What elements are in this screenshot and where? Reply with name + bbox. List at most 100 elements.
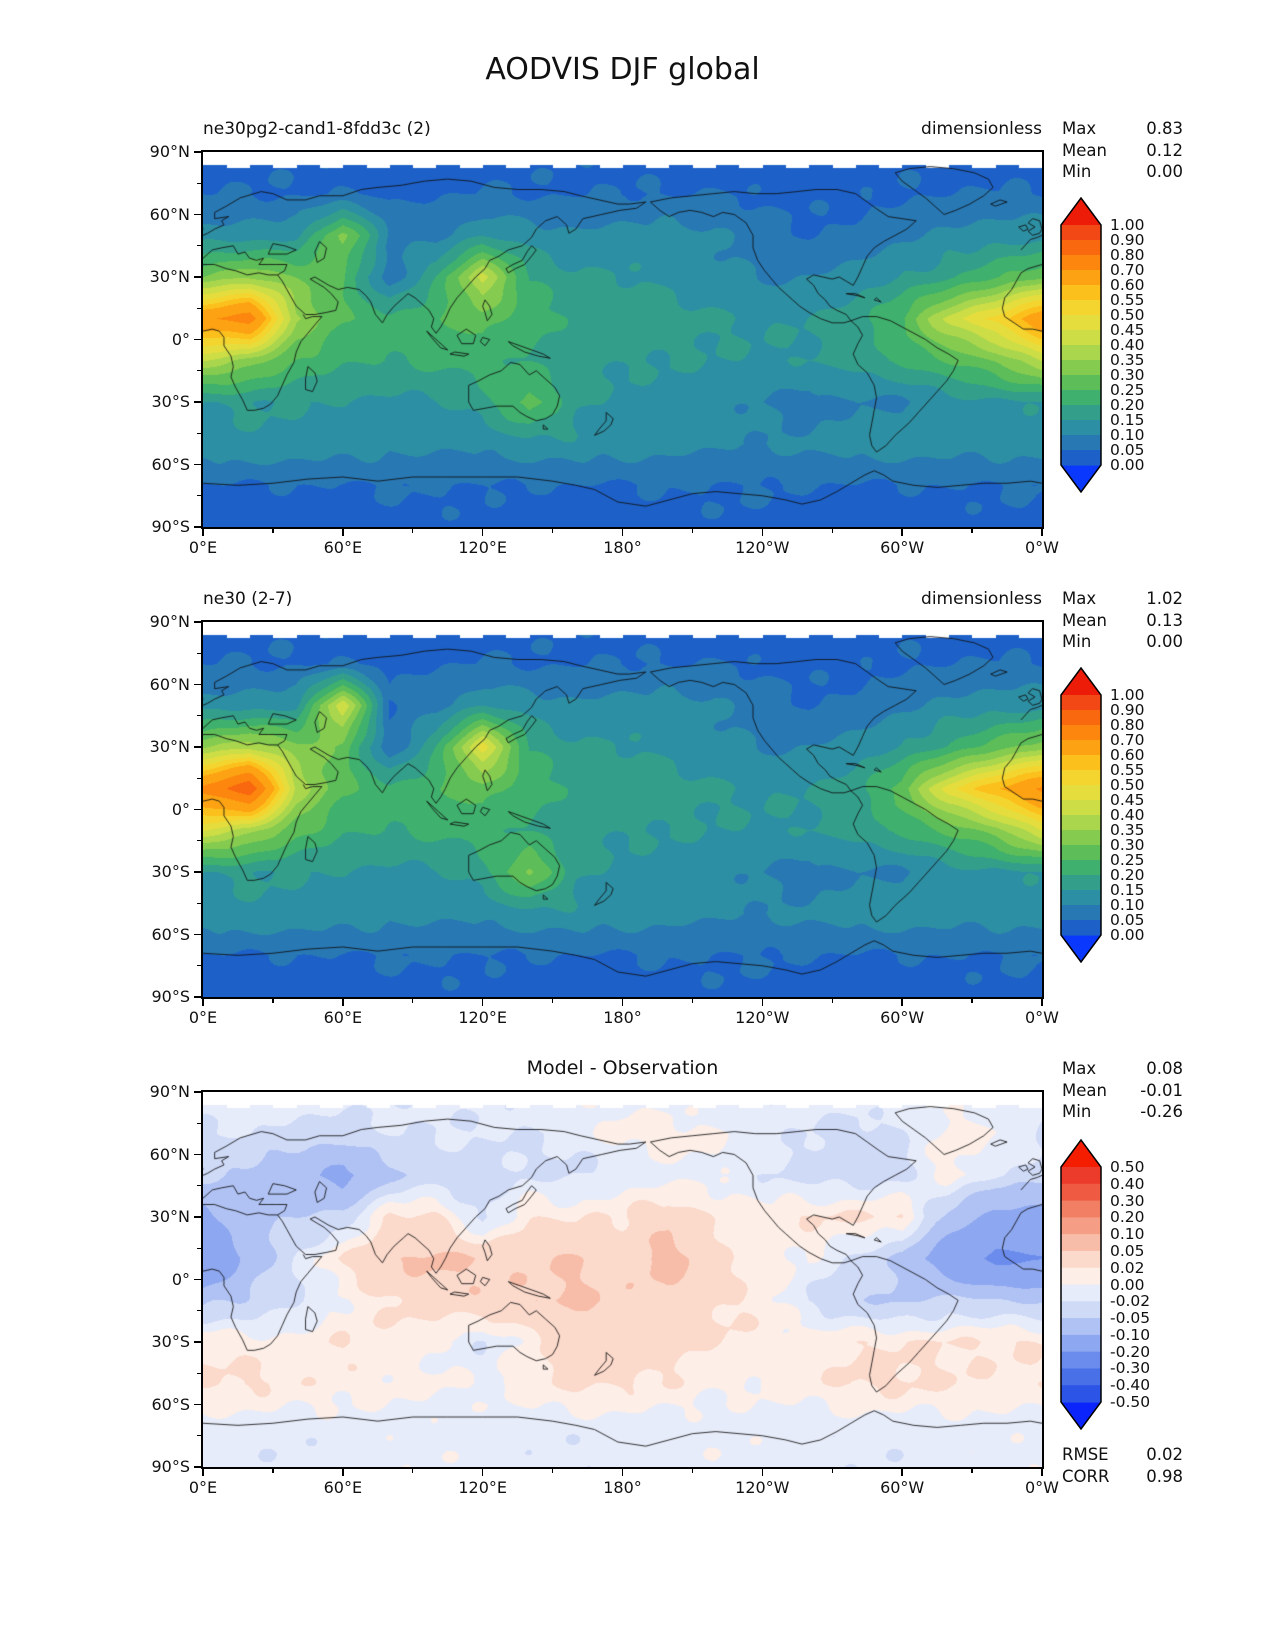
colorbar-tick-label: 1.00 bbox=[1110, 686, 1145, 704]
stat-row: RMSE 0.02 bbox=[1062, 1444, 1183, 1466]
y-axis-minor-tick bbox=[197, 1247, 201, 1249]
x-axis-minor-tick bbox=[831, 1469, 833, 1473]
panel-difference-frame bbox=[201, 1090, 1044, 1469]
y-axis-tick-label: 90°S bbox=[151, 517, 190, 536]
colorbar-tick-label: 0.25 bbox=[1110, 851, 1145, 869]
x-axis-tick-label: 0°W bbox=[1025, 538, 1059, 557]
stat-label: Min bbox=[1062, 632, 1092, 651]
y-axis-minor-tick bbox=[197, 495, 201, 497]
x-axis-tick-label: 60°W bbox=[880, 1478, 925, 1497]
stat-label: Min bbox=[1062, 1102, 1092, 1121]
x-axis-minor-tick bbox=[412, 1469, 414, 1473]
y-axis-tick bbox=[194, 463, 201, 466]
colorbar-tick-label: 0.05 bbox=[1110, 1241, 1145, 1260]
colorbar-tick-label: 0.60 bbox=[1110, 746, 1145, 764]
x-axis-minor-tick bbox=[551, 529, 554, 533]
y-axis-tick-label: 90°N bbox=[149, 1082, 190, 1101]
y-axis-tick-label: 90°S bbox=[151, 1457, 190, 1476]
y-axis-minor-tick bbox=[197, 840, 201, 842]
stat-row: Max 0.08 bbox=[1062, 1058, 1183, 1080]
y-axis-minor-tick bbox=[197, 965, 201, 967]
stat-value: -0.26 bbox=[1140, 1102, 1183, 1121]
y-axis-tick-label: 90°N bbox=[149, 142, 190, 161]
stat-row: CORR 0.98 bbox=[1062, 1466, 1183, 1488]
panel-reference-title: ne30 (2-7) bbox=[203, 589, 293, 609]
x-axis-tick-label: 120°W bbox=[735, 538, 790, 557]
y-axis-minor-tick bbox=[197, 1372, 201, 1374]
y-axis-minor-tick bbox=[197, 245, 201, 247]
x-axis-tick-label: 120°E bbox=[458, 1008, 507, 1027]
x-axis-minor-tick bbox=[831, 529, 833, 533]
x-axis-tick bbox=[481, 999, 484, 1006]
stat-value: 0.00 bbox=[1146, 632, 1183, 651]
y-axis-tick bbox=[194, 871, 201, 873]
x-axis-minor-tick bbox=[971, 1469, 973, 1473]
colorbar-tick-label: 0.35 bbox=[1110, 351, 1145, 369]
colorbar-svg bbox=[1060, 196, 1102, 494]
y-axis-minor-tick bbox=[197, 182, 201, 184]
colorbar-tick-label: -0.05 bbox=[1110, 1309, 1151, 1328]
stat-row: Mean -0.01 bbox=[1062, 1080, 1183, 1102]
y-axis-tick bbox=[194, 683, 201, 686]
colorbar-tick-label: -0.10 bbox=[1110, 1325, 1151, 1344]
y-axis-minor-tick bbox=[197, 652, 201, 654]
y-axis-tick bbox=[194, 151, 201, 153]
stat-label: Max bbox=[1062, 589, 1097, 608]
x-axis-minor-tick bbox=[272, 1469, 274, 1473]
stat-value: 0.02 bbox=[1146, 1445, 1183, 1464]
stat-row: Mean 0.13 bbox=[1062, 610, 1183, 632]
stat-row: Mean 0.12 bbox=[1062, 140, 1183, 162]
y-axis-tick bbox=[194, 1403, 201, 1406]
x-axis-tick bbox=[901, 1469, 903, 1476]
y-axis-tick-label: 30°N bbox=[149, 1207, 190, 1226]
y-axis-tick-label: 60°N bbox=[149, 674, 190, 694]
y-axis-tick bbox=[194, 746, 201, 748]
colorbar-tick-label: 0.50 bbox=[1110, 776, 1145, 794]
y-axis-tick bbox=[194, 276, 201, 278]
x-axis-tick bbox=[1041, 999, 1043, 1006]
x-axis-minor-tick bbox=[551, 999, 554, 1003]
x-axis-tick bbox=[901, 999, 903, 1006]
y-axis-tick-label: 90°N bbox=[149, 612, 190, 631]
colorbar-tick-label: 0.40 bbox=[1110, 336, 1145, 354]
x-axis-tick-label: 60°W bbox=[880, 538, 925, 557]
x-axis-tick-label: 180° bbox=[603, 1478, 642, 1497]
x-axis-tick bbox=[621, 999, 624, 1006]
y-axis-minor-tick bbox=[197, 432, 201, 434]
panel-difference-stats: Max 0.08 Mean -0.01 Min -0.26 bbox=[1062, 1058, 1183, 1123]
x-axis-minor-tick bbox=[831, 999, 833, 1003]
y-axis-tick bbox=[194, 1278, 201, 1281]
y-axis-tick-label: 60°N bbox=[149, 204, 190, 224]
colorbar-tick-label: 0.00 bbox=[1110, 926, 1145, 944]
y-axis-tick-label: 30°N bbox=[149, 737, 190, 756]
panel-reference-frame bbox=[201, 620, 1044, 999]
y-axis-tick-label: 60°N bbox=[149, 1144, 190, 1164]
x-axis-tick-label: 0°E bbox=[188, 1008, 218, 1027]
x-axis-tick-label: 120°E bbox=[458, 538, 507, 557]
y-axis-tick bbox=[194, 338, 201, 341]
reference-map bbox=[203, 622, 1042, 997]
colorbar-tick-label: 0.30 bbox=[1110, 836, 1145, 854]
y-axis-minor-tick bbox=[197, 777, 201, 779]
colorbar-tick-label: 0.50 bbox=[1110, 306, 1145, 324]
x-axis-tick-label: 60°E bbox=[323, 1008, 363, 1027]
x-axis-tick-label: 120°E bbox=[458, 1478, 507, 1497]
stat-value: 0.13 bbox=[1146, 610, 1183, 630]
x-axis-tick bbox=[481, 1469, 484, 1476]
y-axis-tick-label: 30°S bbox=[151, 392, 190, 411]
colorbar-tick-label: 0.02 bbox=[1110, 1258, 1145, 1277]
y-axis-tick bbox=[194, 401, 201, 403]
y-axis-tick-label: 60°S bbox=[151, 1394, 190, 1414]
y-axis-tick bbox=[194, 213, 201, 216]
colorbar-tick-label: 0.10 bbox=[1110, 1225, 1145, 1244]
colorbar-tick-label: -0.30 bbox=[1110, 1359, 1151, 1378]
stat-label: Mean bbox=[1062, 610, 1107, 630]
colorbar-tick-label: 0.45 bbox=[1110, 791, 1145, 809]
x-axis-tick bbox=[761, 1469, 764, 1476]
x-axis-minor-tick bbox=[971, 529, 973, 533]
panel-difference-title: Model - Observation bbox=[526, 1057, 719, 1079]
x-axis-tick bbox=[901, 529, 903, 536]
x-axis-tick bbox=[1041, 529, 1043, 536]
x-axis-tick bbox=[481, 529, 484, 536]
stat-value: 1.02 bbox=[1146, 589, 1183, 608]
